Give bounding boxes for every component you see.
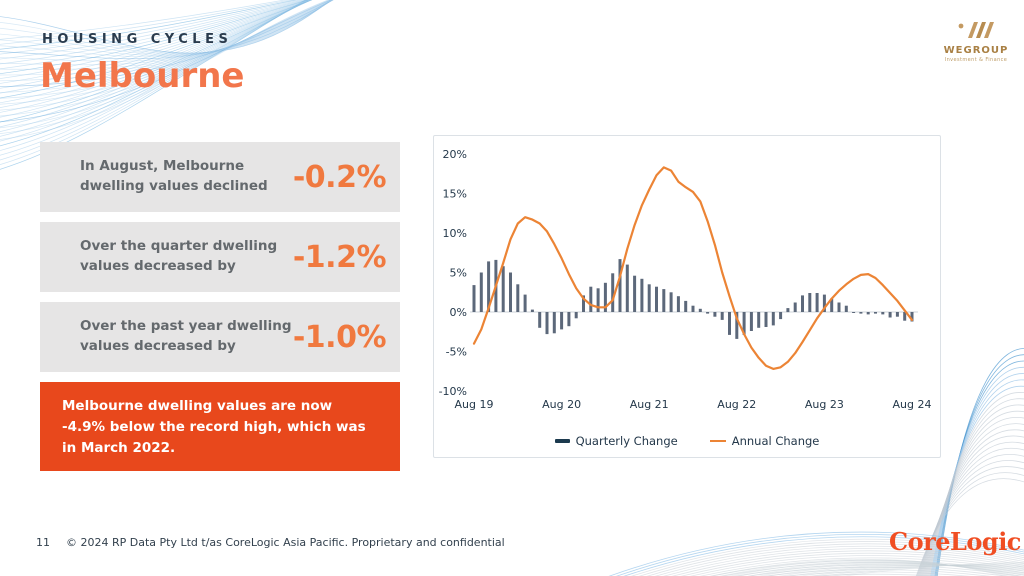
svg-text:15%: 15% <box>443 188 467 201</box>
svg-text:Aug 20: Aug 20 <box>542 398 581 411</box>
corelogic-logo: CoreLogic <box>889 527 1021 556</box>
svg-text:0%: 0% <box>450 306 467 319</box>
legend-label: Annual Change <box>731 434 820 448</box>
chart-plot-area: 20% 15% 10% 5% 0% -5% -10%Aug 19 Aug 20 Aug 21 Au… <box>439 148 932 411</box>
page-number: 11 <box>36 536 50 549</box>
stat-card-monthly: In August, Melbourne dwelling values dec… <box>40 142 400 212</box>
legend-entry-quarterly: Quarterly Change <box>554 434 678 448</box>
wegroup-logo-icon <box>958 22 994 38</box>
legend-entry-annual: Annual Change <box>709 434 820 448</box>
wegroup-logo-tagline: Investment & Finance <box>944 57 1008 63</box>
svg-text:Aug 21: Aug 21 <box>630 398 669 411</box>
svg-text:5%: 5% <box>450 267 467 280</box>
svg-text:-10%: -10% <box>439 385 467 398</box>
stat-value: -1.2% <box>292 239 387 275</box>
wegroup-logo-text: WEGROUP <box>943 45 1009 56</box>
stat-card-quarterly: Over the quarter dwelling values decreas… <box>40 222 400 292</box>
stat-label: Over the past year dwelling values decre… <box>80 318 292 354</box>
stat-value: -0.2% <box>292 159 387 195</box>
callout-text: Melbourne dwelling values are now -4.9% … <box>62 398 366 456</box>
svg-text:Aug 23: Aug 23 <box>805 398 844 411</box>
svg-text:Aug 22: Aug 22 <box>717 398 756 411</box>
svg-text:Aug 19: Aug 19 <box>455 398 494 411</box>
chart-legend: Quarterly Change Annual Change <box>434 434 940 448</box>
svg-text:-5%: -5% <box>446 346 467 359</box>
wegroup-logo: WEGROUP Investment & Finance <box>938 22 1014 63</box>
legend-label: Quarterly Change <box>575 434 678 448</box>
annual-change-marker-icon <box>709 440 726 442</box>
page-title: Melbourne <box>40 56 245 96</box>
stat-card-annual: Over the past year dwelling values decre… <box>40 302 400 372</box>
slide-eyebrow: HOUSING CYCLES <box>42 32 233 47</box>
stat-value: -1.0% <box>292 319 387 355</box>
stat-label: Over the quarter dwelling values decreas… <box>80 238 278 274</box>
copyright-text: © 2024 RP Data Pty Ltd t/as CoreLogic As… <box>66 536 505 549</box>
slide-footer: 11 © 2024 RP Data Pty Ltd t/as CoreLogic… <box>36 536 505 549</box>
stat-label: In August, Melbourne dwelling values dec… <box>80 158 268 194</box>
svg-text:Aug 24: Aug 24 <box>893 398 932 411</box>
callout-banner: Melbourne dwelling values are now -4.9% … <box>40 382 400 471</box>
housing-cycle-chart: 20% 15% 10% 5% 0% -5% -10% Aug 19 Aug 20 Aug 21 Au… <box>433 135 941 458</box>
svg-text:10%: 10% <box>443 227 467 240</box>
svg-text:20%: 20% <box>443 148 467 161</box>
quarterly-change-marker-icon <box>554 439 570 443</box>
